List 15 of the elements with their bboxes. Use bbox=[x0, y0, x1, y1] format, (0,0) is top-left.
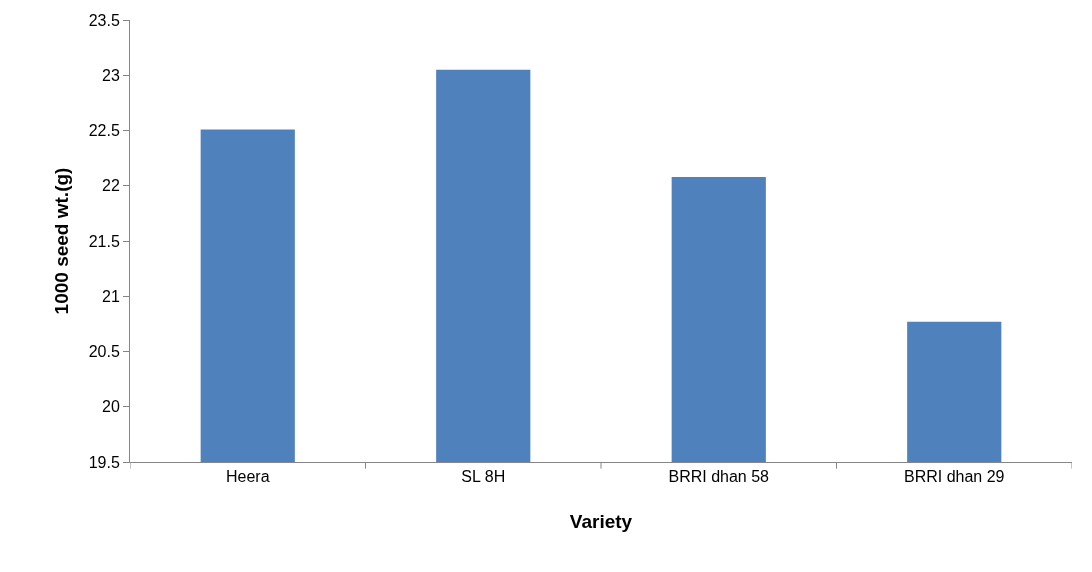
y-tick-label: 22.5 bbox=[88, 122, 120, 140]
x-tick-label: BRRI dhan 29 bbox=[903, 468, 1005, 486]
y-tick-label: 20.5 bbox=[88, 343, 120, 361]
x-tick-label: BRRI dhan 58 bbox=[668, 468, 770, 486]
y-tick-label: 21.5 bbox=[88, 232, 120, 250]
y-tick-label: 19.5 bbox=[88, 453, 120, 471]
x-tick-label: Heera bbox=[225, 468, 270, 486]
y-tick-label: 22 bbox=[102, 177, 120, 195]
x-tick-label: SL 8H bbox=[461, 468, 506, 486]
y-tick-label: 20 bbox=[102, 398, 120, 416]
y-tick-label: 21 bbox=[102, 287, 120, 305]
x-axis-title: Variety bbox=[569, 511, 633, 532]
y-tick-label: 23 bbox=[102, 66, 120, 84]
y-tick-label: 23.5 bbox=[88, 11, 120, 29]
y-axis-title: 1000 seed wt.(g) bbox=[50, 167, 72, 315]
